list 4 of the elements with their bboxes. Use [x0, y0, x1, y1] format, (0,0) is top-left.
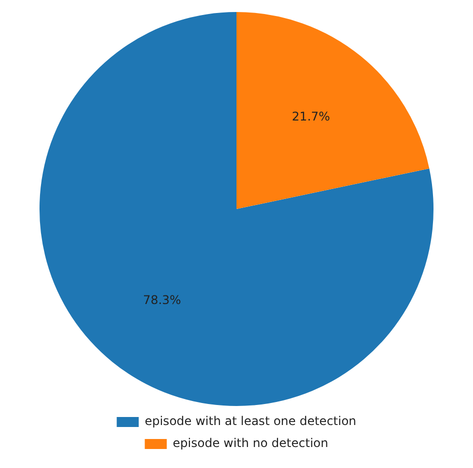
data-label: 78.3%: [142, 292, 182, 307]
legend-label: episode with no detection: [172, 436, 328, 450]
data-label: 21.7%: [292, 109, 330, 124]
legend-label: episode with at least one detection: [144, 414, 356, 428]
